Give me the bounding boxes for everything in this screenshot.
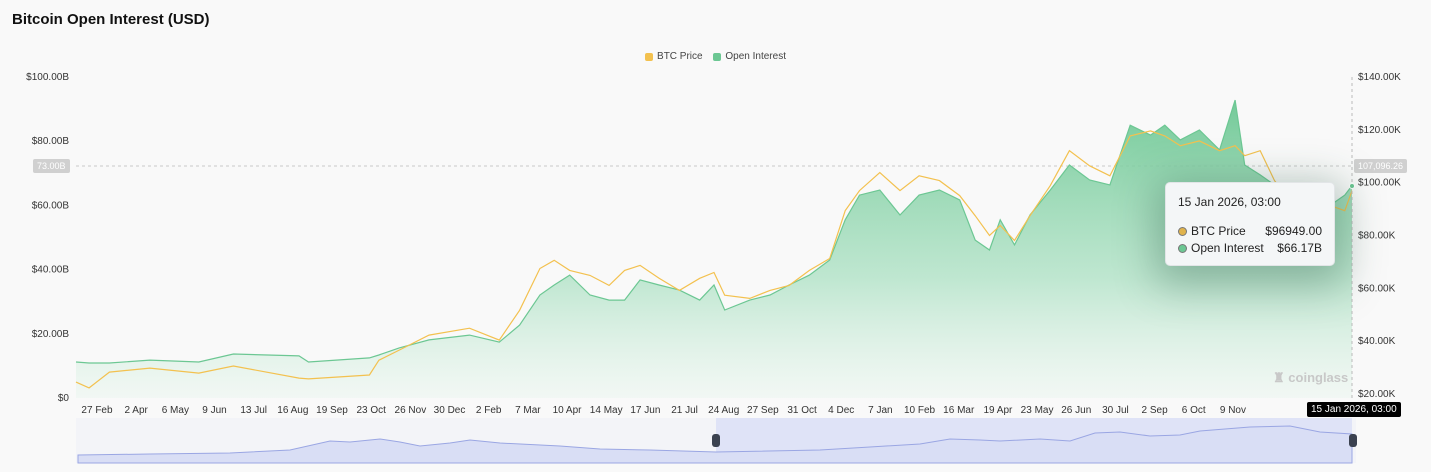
crosshair-date-label: 15 Jan 2026, 03:00 xyxy=(1307,402,1401,417)
x-tick-label: 9 Jun xyxy=(202,405,226,416)
tooltip-value: $96949.00 xyxy=(1265,224,1322,238)
btc-price-line xyxy=(75,130,1353,389)
y-left-tick-label: $40.00B xyxy=(32,265,70,276)
watermark-text: coinglass xyxy=(1288,370,1349,385)
y-left-tick-label: $80.00B xyxy=(32,136,70,147)
btc-price-dot-icon xyxy=(1178,226,1187,236)
x-axis: 27 Feb 2 Apr 6 May 9 Jun 13 Jul 16 Aug 19 Sep 2… xyxy=(81,405,1246,416)
y-right-tick-label: $80.00K xyxy=(1358,231,1396,242)
x-tick-label: 2 Feb xyxy=(476,405,502,416)
x-tick-label: 10 Apr xyxy=(553,405,583,416)
x-tick-label: 26 Jun xyxy=(1061,405,1091,416)
tooltip-date: 15 Jan 2026, 03:00 xyxy=(1178,195,1281,209)
tooltip-label: Open Interest xyxy=(1191,241,1264,255)
x-tick-label: 9 Nov xyxy=(1220,405,1246,416)
x-tick-label: 26 Nov xyxy=(395,405,427,416)
tooltip-label: BTC Price xyxy=(1191,224,1246,238)
x-tick-label: 23 Oct xyxy=(356,405,386,416)
x-tick-label: 17 Jun xyxy=(630,405,660,416)
y-right-tick-label: $20.00K xyxy=(1358,389,1396,400)
navigator-series xyxy=(77,425,1353,464)
range-navigator[interactable] xyxy=(76,418,1357,464)
x-tick-label: 4 Dec xyxy=(828,405,854,416)
x-tick-label: 21 Jul xyxy=(671,405,698,416)
legend-swatch-btc-price xyxy=(645,52,654,61)
y-left-tick-label: $60.00B xyxy=(32,200,70,211)
x-tick-label: 23 May xyxy=(1021,405,1054,416)
y-right-tick-label: $100.00K xyxy=(1358,178,1401,189)
x-tick-label: 14 May xyxy=(590,405,623,416)
y-right-tick-label: $40.00K xyxy=(1358,336,1396,347)
x-tick-label: 24 Aug xyxy=(708,405,739,416)
x-tick-label: 31 Oct xyxy=(787,405,817,416)
y-right-tick-label: $60.00K xyxy=(1358,283,1396,294)
x-tick-label: 30 Jul xyxy=(1102,405,1129,416)
y-left-tick-label: $0 xyxy=(58,393,70,404)
tooltip-value: $66.17B xyxy=(1277,241,1322,255)
x-tick-label: 13 Jul xyxy=(240,405,267,416)
x-tick-label: 16 Aug xyxy=(277,405,308,416)
x-tick-label: 6 Oct xyxy=(1182,405,1206,416)
x-tick-label: 2 Apr xyxy=(124,405,148,416)
page-title: Bitcoin Open Interest (USD) xyxy=(12,11,210,28)
x-tick-label: 27 Sep xyxy=(747,405,779,416)
navigator-handle-right[interactable] xyxy=(1349,434,1357,447)
x-tick-label: 16 Mar xyxy=(943,405,975,416)
legend-item-btc-price[interactable]: BTC Price xyxy=(645,51,703,62)
x-tick-label: 6 May xyxy=(162,405,189,416)
crosshair-left-label: 73.00B xyxy=(33,159,70,173)
open-interest-area xyxy=(76,100,1352,398)
x-tick-label: 2 Sep xyxy=(1142,405,1169,416)
legend-swatch-open-interest xyxy=(713,52,722,61)
y-right-tick-label: $140.00K xyxy=(1358,72,1401,83)
legend-label: Open Interest xyxy=(725,51,786,62)
open-interest-dot-icon xyxy=(1178,243,1187,253)
navigator-handle-left[interactable] xyxy=(712,434,720,447)
tooltip-row-btc-price: BTC Price $96949.00 xyxy=(1178,224,1322,238)
tooltip-row-open-interest: Open Interest $66.17B xyxy=(1178,241,1322,255)
crosshair-point xyxy=(1349,183,1355,189)
legend-item-open-interest[interactable]: Open Interest xyxy=(713,51,786,62)
x-tick-label: 10 Feb xyxy=(904,405,936,416)
x-tick-label: 19 Apr xyxy=(983,405,1013,416)
y-axis-right: $20.00K $40.00K $60.00K $80.00K $100.00K $120… xyxy=(1358,72,1401,400)
y-left-tick-label: $100.00B xyxy=(26,72,69,83)
x-tick-label: 7 Mar xyxy=(515,405,541,416)
y-left-tick-label: $20.00B xyxy=(32,329,70,340)
coinglass-watermark: ♜ coinglass xyxy=(1273,370,1349,385)
x-tick-label: 30 Dec xyxy=(434,405,466,416)
x-tick-label: 27 Feb xyxy=(81,405,113,416)
legend-label: BTC Price xyxy=(657,51,703,62)
y-axis-left: $0 $20.00B $40.00B $60.00B $80.00B $100.00B xyxy=(26,72,69,404)
x-tick-label: 19 Sep xyxy=(316,405,348,416)
x-tick-label: 7 Jan xyxy=(868,405,892,416)
tooltip: 15 Jan 2026, 03:00 BTC Price $96949.00 Op… xyxy=(1165,182,1335,266)
chart-legend: BTC Price Open Interest xyxy=(0,51,1431,64)
crosshair-right-label: 107,096.26 xyxy=(1354,159,1408,173)
y-right-tick-label: $120.00K xyxy=(1358,125,1401,136)
